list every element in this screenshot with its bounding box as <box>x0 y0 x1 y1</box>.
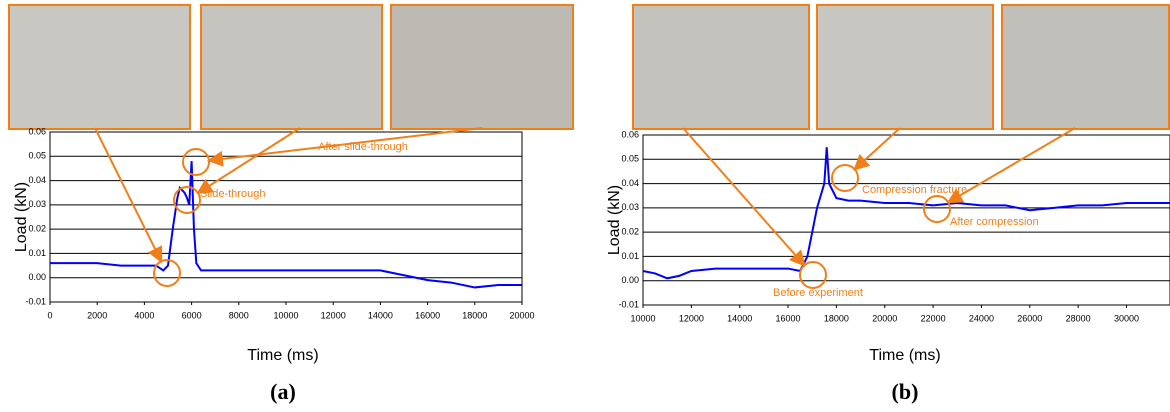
chart: -0.01 0.00 0.01 0.02 0.03 0.04 0.05 0.06 0 2000 40… <box>13 126 534 404</box>
x-tick-label: 18000 <box>824 313 849 323</box>
x-tick-label: 20000 <box>872 313 897 323</box>
data-line <box>642 147 1170 280</box>
annotation-arrow <box>946 127 1076 204</box>
annotation-arrow <box>853 127 901 171</box>
annotation-circle <box>173 186 201 214</box>
data-line <box>50 161 522 289</box>
plot-area <box>49 131 523 303</box>
y-tick-label: 0.00 <box>621 275 639 285</box>
y-tick-label: 0.06 <box>621 129 639 139</box>
annotation-circle <box>923 195 951 223</box>
panel-label: (b) <box>892 379 919 404</box>
annotation-arrow <box>206 127 483 167</box>
photo <box>1001 4 1170 130</box>
annotation: Before experiment <box>773 287 863 299</box>
y-tick-label: 0.03 <box>28 199 46 209</box>
x-tick-label: 24000 <box>969 313 994 323</box>
x-tick-label: 28000 <box>1066 313 1091 323</box>
x-tick-label: 18000 <box>462 310 487 320</box>
y-tick-label: 0.05 <box>621 154 639 164</box>
annotation-circle <box>799 261 827 289</box>
annotation-arrow <box>94 127 163 264</box>
x-tick-label: 6000 <box>182 310 202 320</box>
y-axis-label: Load (kN) <box>13 182 30 252</box>
chart: -0.01 0.00 0.01 0.02 0.03 0.04 0.05 0.06 10000 12… <box>606 127 1170 404</box>
y-tick-label: 0.02 <box>28 224 46 234</box>
y-tick-label: -0.01 <box>618 299 639 309</box>
x-tick-label: 30000 <box>1114 313 1139 323</box>
annotation: Compression fracture <box>862 184 967 196</box>
photo <box>390 4 574 130</box>
x-tick-label: 14000 <box>368 310 393 320</box>
annotation: Slide-through <box>200 188 265 200</box>
annotation: After slide-through <box>318 141 408 153</box>
x-tick-label: 2000 <box>87 310 107 320</box>
photo <box>632 4 810 130</box>
annotation-arrow <box>196 127 301 195</box>
x-tick-label: 0 <box>47 310 52 320</box>
x-axis-label: Time (ms) <box>247 347 318 364</box>
x-tick-label: 10000 <box>273 310 298 320</box>
annotation-circle <box>153 259 181 287</box>
y-tick-label: 0.03 <box>621 202 639 212</box>
y-tick-label: -0.01 <box>25 296 46 306</box>
y-tick-label: 0.02 <box>621 227 639 237</box>
photos <box>8 4 1170 130</box>
x-tick-label: 16000 <box>776 313 801 323</box>
y-tick-label: 0.00 <box>28 272 46 282</box>
y-tick-label: 0.06 <box>28 126 46 136</box>
x-tick-label: 20000 <box>509 310 534 320</box>
plot-area <box>642 134 1170 306</box>
y-axis-label: Load (kN) <box>606 185 623 255</box>
annotation-circle <box>831 164 859 192</box>
y-tick-label: 0.05 <box>28 151 46 161</box>
x-axis-label: Time (ms) <box>869 347 940 364</box>
x-tick-label: 16000 <box>415 310 440 320</box>
x-tick-label: 4000 <box>134 310 154 320</box>
x-tick-label: 12000 <box>679 313 704 323</box>
y-tick-label: 0.04 <box>621 178 639 188</box>
photo <box>200 4 383 130</box>
x-tick-label: 8000 <box>229 310 249 320</box>
x-tick-label: 22000 <box>921 313 946 323</box>
x-tick-label: 26000 <box>1017 313 1042 323</box>
x-tick-label: 14000 <box>727 313 752 323</box>
x-tick-label: 12000 <box>321 310 346 320</box>
y-tick-label: 0.01 <box>28 248 46 258</box>
x-tick-label: 10000 <box>630 313 655 323</box>
photo <box>8 4 191 130</box>
panel-label: (a) <box>270 379 296 404</box>
annotation: After compression <box>950 216 1039 228</box>
annotation-arrow <box>682 127 806 267</box>
y-tick-label: 0.04 <box>28 175 46 185</box>
y-tick-label: 0.01 <box>621 251 639 261</box>
photo <box>816 4 994 130</box>
